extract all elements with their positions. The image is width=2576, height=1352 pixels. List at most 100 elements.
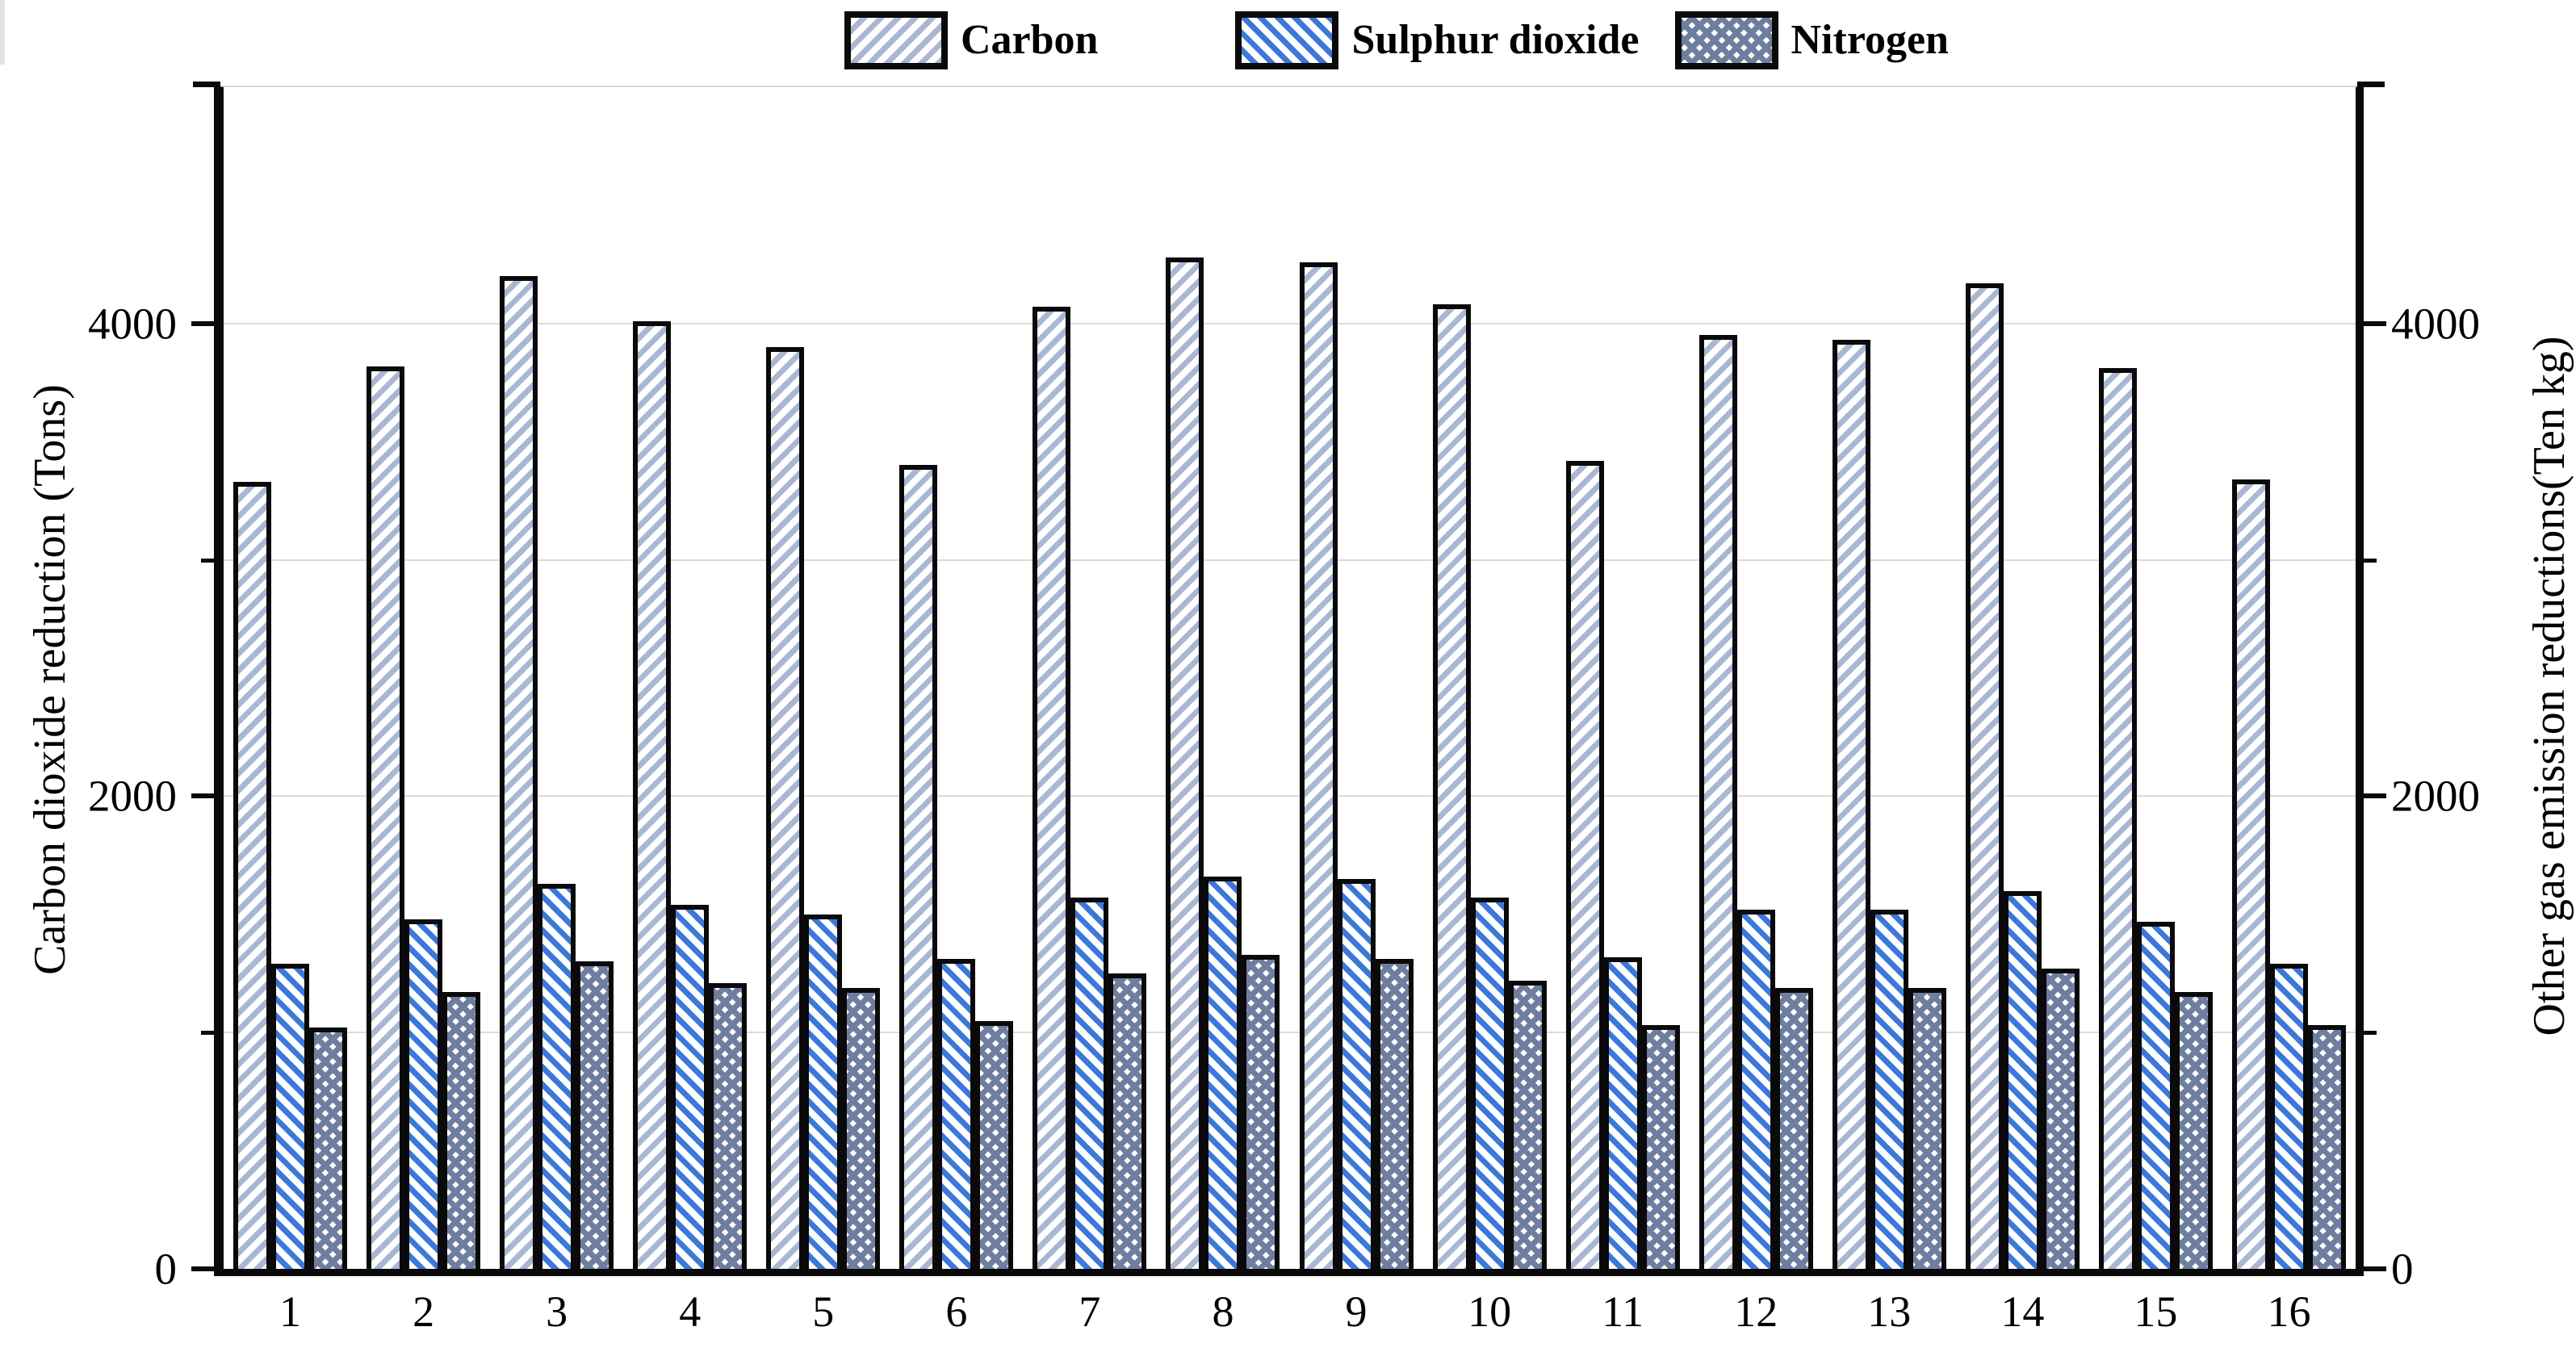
y-major-tick-4000 [191, 320, 214, 326]
bar-carbon-9 [1299, 262, 1338, 1269]
screen-edge-artifact [0, 0, 5, 65]
y-major-tick-2000 [2364, 793, 2386, 799]
right-axis-endcap [2357, 82, 2385, 87]
y-minor-tick-3000 [2364, 558, 2377, 563]
bar-sulphur-dioxide-12 [1736, 909, 1775, 1269]
legend-item-sulphur-dioxide: Sulphur dioxide [1235, 11, 1640, 69]
y-tick-label-left: 2000 [88, 771, 177, 821]
bar-group-14 [1956, 87, 2089, 1269]
bar-carbon-14 [1965, 283, 2004, 1269]
bar-group-15 [2089, 87, 2222, 1269]
bar-nitrogen-15 [2174, 992, 2213, 1269]
gridline-3000 [224, 559, 2356, 561]
bar-group-7 [1023, 87, 1156, 1269]
bar-group-5 [756, 87, 890, 1269]
left-axis-endcap [193, 82, 220, 87]
x-tick-label-5: 5 [812, 1287, 835, 1336]
bar-carbon-15 [2098, 368, 2137, 1269]
legend-item-carbon: Carbon [844, 11, 1098, 69]
bar-sulphur-dioxide-10 [1470, 898, 1509, 1269]
bar-carbon-2 [367, 366, 405, 1269]
x-tick-label-16: 16 [2267, 1287, 2311, 1336]
bar-sulphur-dioxide-1 [271, 964, 310, 1269]
x-axis-tick-labels: 1 2 3 4 5 6 7 8 9 10 11 12 13 14 15 16 [224, 1290, 2356, 1333]
legend-item-nitrogen: Nitrogen [1674, 11, 1949, 69]
bar-nitrogen-11 [1641, 1025, 1680, 1269]
bar-nitrogen-16 [2307, 1025, 2346, 1269]
legend-label-nitrogen: Nitrogen [1791, 17, 1949, 63]
bar-carbon-4 [633, 320, 672, 1269]
x-tick-label-11: 11 [1602, 1287, 1644, 1336]
bar-sulphur-dioxide-8 [1204, 876, 1242, 1269]
bar-nitrogen-4 [709, 982, 748, 1269]
bar-nitrogen-14 [2041, 969, 2080, 1269]
y-tick-label-right: 0 [2391, 1244, 2414, 1294]
x-tick-label-1: 1 [279, 1287, 302, 1336]
bar-group-1 [224, 87, 357, 1269]
bar-carbon-6 [899, 465, 938, 1269]
bar-groups [224, 87, 2356, 1269]
sulphur-dioxide-hatch-swatch-icon [1235, 11, 1339, 69]
x-tick-label-9: 9 [1345, 1287, 1368, 1336]
bar-carbon-16 [2231, 479, 2270, 1269]
bar-group-16 [2222, 87, 2356, 1269]
chart-legend: Carbon Sulphur dioxide Nitrogen [844, 11, 1949, 69]
y-minor-tick-1000 [201, 1031, 214, 1036]
gridline-4000 [224, 322, 2356, 324]
bar-group-3 [490, 87, 623, 1269]
bar-sulphur-dioxide-15 [2136, 921, 2175, 1269]
bar-nitrogen-2 [442, 992, 481, 1269]
bar-group-6 [890, 87, 1023, 1269]
bar-group-13 [1823, 87, 1956, 1269]
x-tick-label-2: 2 [413, 1287, 435, 1336]
y-tick-label-right: 4000 [2391, 299, 2480, 349]
left-axis-title: Carbon dioxide reduction (Tons) [25, 384, 75, 975]
bar-carbon-12 [1698, 335, 1737, 1269]
bar-carbon-7 [1032, 307, 1071, 1269]
bar-carbon-11 [1565, 460, 1604, 1269]
y-major-tick-4000 [2364, 320, 2386, 326]
bar-nitrogen-5 [842, 987, 881, 1269]
y-major-tick-0 [2364, 1266, 2386, 1271]
bar-group-12 [1690, 87, 1823, 1269]
x-tick-label-12: 12 [1734, 1287, 1778, 1336]
x-tick-label-6: 6 [945, 1287, 968, 1336]
y-tick-label-right: 2000 [2391, 771, 2480, 821]
bar-sulphur-dioxide-9 [1337, 878, 1376, 1269]
y-tick-label-left: 0 [154, 1244, 178, 1294]
plot-area: 0 0 2000 2000 4000 4000 [88, 82, 2480, 1291]
bar-sulphur-dioxide-2 [404, 919, 443, 1269]
gridline-2000 [224, 795, 2356, 797]
x-tick-label-8: 8 [1212, 1287, 1234, 1336]
carbon-hatch-swatch-icon [844, 11, 948, 69]
bar-group-8 [1156, 87, 1289, 1269]
bar-nitrogen-10 [1508, 980, 1547, 1269]
y-minor-tick-3000 [201, 558, 214, 563]
bar-nitrogen-1 [309, 1028, 348, 1269]
bar-nitrogen-7 [1108, 973, 1147, 1269]
bar-carbon-3 [500, 276, 538, 1269]
bar-carbon-10 [1432, 304, 1471, 1269]
bar-nitrogen-6 [975, 1020, 1014, 1269]
x-tick-label-7: 7 [1079, 1287, 1101, 1336]
nitrogen-hatch-swatch-icon [1674, 11, 1778, 69]
bar-sulphur-dioxide-7 [1070, 898, 1109, 1269]
x-tick-label-13: 13 [1867, 1287, 1912, 1336]
bar-sulphur-dioxide-11 [1603, 956, 1642, 1269]
bar-group-4 [623, 87, 756, 1269]
y-tick-label-left: 4000 [88, 299, 177, 349]
bar-carbon-8 [1166, 257, 1204, 1269]
bar-carbon-1 [233, 481, 272, 1269]
legend-label-carbon: Carbon [961, 17, 1099, 63]
bar-sulphur-dioxide-14 [2003, 890, 2042, 1269]
y-major-tick-0 [191, 1266, 214, 1271]
bar-nitrogen-9 [1375, 959, 1414, 1269]
bar-group-2 [357, 87, 490, 1269]
legend-label-sulphur-dioxide: Sulphur dioxide [1351, 17, 1640, 63]
bar-sulphur-dioxide-4 [671, 905, 710, 1269]
bar-group-11 [1556, 87, 1690, 1269]
bar-group-9 [1290, 87, 1423, 1269]
x-tick-label-14: 14 [2000, 1287, 2045, 1336]
x-tick-label-4: 4 [679, 1287, 702, 1336]
